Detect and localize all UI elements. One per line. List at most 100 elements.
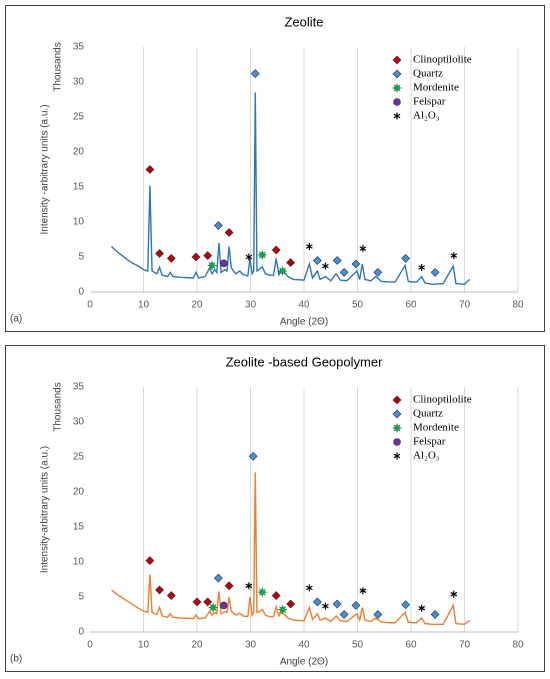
marker-diamond xyxy=(286,599,296,609)
marker-asterisk xyxy=(306,584,313,592)
marker-diamond xyxy=(166,591,176,601)
marker-star xyxy=(391,422,403,434)
legend-label: Felspar xyxy=(413,436,446,448)
marker-star xyxy=(391,82,403,94)
marker-diamond xyxy=(332,599,342,609)
y-tick-label: 20 xyxy=(73,147,85,158)
x-tick-label: 80 xyxy=(512,640,524,651)
marker-diamond xyxy=(192,597,202,607)
marker-diamond xyxy=(191,252,201,262)
marker-diamond xyxy=(392,409,402,419)
marker-asterisk xyxy=(393,112,401,120)
legend-label: Al₂O₃ xyxy=(413,450,440,462)
x-tick-label: 70 xyxy=(459,640,471,651)
y-tick-label: 10 xyxy=(73,557,85,568)
panel-label: (b) xyxy=(10,654,22,665)
chart-title: Zeolite xyxy=(284,14,323,29)
marker-star xyxy=(277,265,288,277)
marker-diamond xyxy=(392,69,402,79)
y-tick-label: 30 xyxy=(73,417,85,428)
marker-asterisk xyxy=(418,264,426,271)
y-tick-label: 5 xyxy=(78,592,84,603)
legend-label: Quartz xyxy=(413,408,443,420)
marker-diamond xyxy=(224,228,234,237)
y-tick-label: 25 xyxy=(73,452,85,463)
y-tick-label: 25 xyxy=(73,112,85,123)
marker-diamond xyxy=(271,245,281,255)
marker-star xyxy=(257,249,268,261)
x-tick-label: 60 xyxy=(405,640,417,651)
y-unit-label: Thousands xyxy=(53,382,64,431)
marker-diamond xyxy=(213,573,223,583)
x-tick-label: 40 xyxy=(298,300,310,311)
marker-asterisk xyxy=(418,604,426,612)
y-tick-label: 0 xyxy=(78,287,84,298)
x-tick-label: 20 xyxy=(191,640,203,651)
legend-label: Mordenite xyxy=(413,82,459,94)
legend-label: Al₂O₃ xyxy=(413,110,440,122)
marker-diamond xyxy=(351,600,361,610)
marker-diamond xyxy=(373,267,383,277)
x-tick-label: 60 xyxy=(405,300,417,311)
marker-diamond xyxy=(430,610,440,619)
marker-diamond xyxy=(351,259,361,269)
marker-diamond xyxy=(213,221,223,230)
marker-diamond xyxy=(224,581,234,591)
marker-diamond xyxy=(339,267,349,277)
marker-diamond xyxy=(286,258,296,268)
y-tick-label: 15 xyxy=(73,522,85,533)
x-axis-label: Angle (2Θ) xyxy=(280,317,328,328)
y-tick-label: 35 xyxy=(73,42,85,53)
marker-diamond xyxy=(312,597,322,607)
marker-asterisk xyxy=(322,602,329,610)
legend-label: Clinoptilolite xyxy=(413,54,472,66)
marker-diamond xyxy=(145,556,155,566)
marker-diamond xyxy=(430,267,440,277)
y-tick-label: 30 xyxy=(73,77,85,88)
y-unit-label: Thousands xyxy=(53,42,64,91)
marker-diamond xyxy=(155,249,164,258)
marker-asterisk xyxy=(359,587,367,595)
marker-asterisk xyxy=(322,262,329,270)
x-tick-label: 10 xyxy=(138,640,150,651)
marker-circle xyxy=(219,259,228,268)
marker-diamond xyxy=(248,451,258,461)
x-tick-label: 30 xyxy=(245,300,257,311)
x-tick-label: 40 xyxy=(298,640,310,651)
marker-diamond xyxy=(401,253,411,263)
marker-diamond xyxy=(392,55,402,65)
x-tick-label: 30 xyxy=(245,640,257,651)
marker-circle xyxy=(393,98,401,106)
pattern-line xyxy=(110,472,471,626)
marker-asterisk xyxy=(393,452,401,460)
marker-circle xyxy=(393,438,401,446)
marker-diamond xyxy=(401,600,411,610)
marker-diamond xyxy=(203,597,213,607)
x-tick-label: 70 xyxy=(459,300,471,311)
marker-star xyxy=(206,260,218,271)
marker-asterisk xyxy=(306,243,313,250)
marker-asterisk xyxy=(359,245,367,253)
x-tick-label: 10 xyxy=(138,300,150,311)
y-tick-label: 10 xyxy=(73,217,85,228)
y-tick-label: 15 xyxy=(73,182,85,193)
legend-label: Quartz xyxy=(413,68,443,80)
marker-diamond xyxy=(339,610,349,619)
x-tick-label: 50 xyxy=(352,640,364,651)
marker-diamond xyxy=(373,610,383,619)
marker-circle xyxy=(219,601,228,610)
marker-diamond xyxy=(332,256,342,265)
x-tick-label: 50 xyxy=(352,300,364,311)
marker-asterisk xyxy=(245,253,253,261)
marker-diamond xyxy=(155,585,164,595)
pattern-line xyxy=(110,92,471,286)
marker-diamond xyxy=(392,395,402,405)
marker-diamond xyxy=(166,253,176,263)
marker-star xyxy=(257,586,268,598)
x-axis-label: Angle (2Θ) xyxy=(280,657,328,668)
x-tick-label: 0 xyxy=(87,300,93,311)
chart-title: Zeolite -based Geopolymer xyxy=(226,354,383,369)
y-tick-label: 5 xyxy=(78,252,84,263)
legend-label: Mordenite xyxy=(413,422,459,434)
